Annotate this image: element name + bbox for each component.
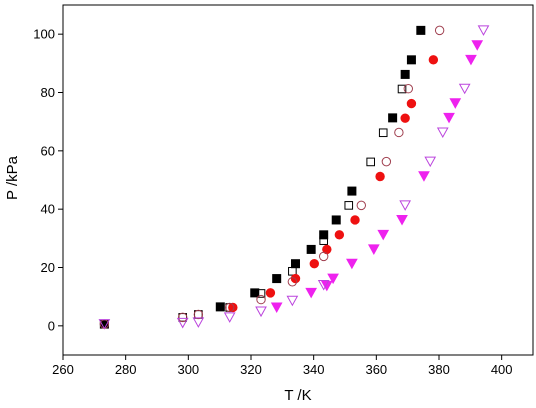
y-tick-label: 60 (41, 143, 55, 158)
data-point-series-5 (443, 112, 455, 124)
data-point-series-6 (477, 25, 490, 36)
data-point-series-1 (331, 215, 341, 225)
data-point-series-4 (318, 251, 329, 262)
data-point-series-2 (319, 236, 328, 245)
data-point-series-4 (394, 127, 404, 138)
x-axis-title: T /K (284, 387, 311, 404)
data-point-series-3 (375, 171, 385, 182)
data-point-series-3 (265, 288, 276, 298)
data-point-series-2 (378, 128, 388, 138)
data-point-series-5 (305, 287, 318, 299)
data-point-series-2 (397, 84, 407, 94)
data-point-series-1 (406, 55, 416, 65)
data-point-series-5 (270, 302, 283, 313)
data-point-series-4 (177, 312, 188, 323)
data-point-series-6 (458, 83, 471, 95)
data-point-series-4 (224, 302, 235, 313)
data-point-series-4 (403, 84, 413, 94)
y-tick-label: 20 (41, 260, 55, 275)
data-point-series-5 (346, 258, 358, 270)
data-point-series-6 (192, 317, 205, 328)
data-point-series-4 (356, 200, 366, 211)
data-point-series-5 (418, 171, 430, 182)
data-point-series-3 (400, 113, 410, 123)
data-point-series-1 (306, 244, 316, 254)
x-tick-label: 380 (428, 362, 450, 377)
data-point-series-1 (250, 288, 260, 298)
data-point-series-6 (424, 156, 437, 168)
data-point-series-5 (377, 229, 390, 241)
x-tick-label: 340 (303, 362, 325, 377)
data-point-series-4 (193, 309, 204, 320)
data-point-series-5 (471, 40, 484, 51)
y-axis-ticks: 0 20 40 60 80 100 (33, 27, 63, 333)
x-tick-label: 280 (115, 362, 137, 377)
plot-frame (62, 4, 534, 356)
y-tick-label: 100 (33, 27, 55, 42)
data-point-series-5 (396, 214, 408, 226)
data-point-series-6 (98, 319, 111, 330)
data-point-series-6 (255, 306, 267, 318)
data-point-series-5 (449, 98, 462, 109)
data-point-series-1 (347, 186, 357, 196)
data-point-series-2 (344, 201, 354, 210)
data-point-series-2 (256, 289, 266, 298)
data-point-series-4 (381, 156, 392, 167)
x-tick-label: 400 (491, 362, 513, 377)
data-point-series-1 (400, 69, 410, 79)
data-point-series-6 (317, 280, 330, 291)
data-point-series-5 (367, 244, 380, 255)
data-point-series-6 (286, 295, 299, 307)
data-point-series-1 (215, 302, 225, 312)
data-point-series-3 (228, 302, 238, 313)
data-point-series-1 (319, 230, 329, 240)
data-point-series-6 (223, 312, 236, 323)
y-tick-label: 80 (41, 85, 55, 100)
data-point-series-1 (416, 25, 426, 35)
data-point-series-5 (327, 273, 339, 285)
data-point-series-3 (428, 55, 439, 65)
data-point-series-4 (256, 294, 266, 305)
data-point-series-4 (287, 277, 298, 287)
data-point-series-6 (399, 200, 412, 211)
data-points (98, 25, 490, 330)
data-point-series-5 (465, 54, 477, 66)
y-tick-label: 0 (48, 318, 55, 333)
data-point-series-3 (406, 98, 417, 109)
data-point-series-3 (334, 230, 345, 240)
x-axis-ticks: 260 280 300 320 340 360 380 400 (52, 355, 513, 377)
data-point-series-6 (436, 127, 449, 138)
y-tick-label: 40 (41, 202, 55, 217)
data-point-series-2 (366, 157, 375, 167)
data-point-series-5 (320, 280, 333, 292)
data-point-series-4 (434, 25, 445, 36)
data-point-series-1 (290, 259, 300, 269)
x-tick-label: 320 (240, 362, 262, 377)
x-tick-label: 300 (177, 362, 199, 377)
data-point-series-3 (350, 215, 360, 225)
x-tick-label: 360 (365, 362, 387, 377)
y-axis-title: P /kPa (4, 155, 21, 200)
data-point-series-3 (309, 259, 319, 269)
data-point-series-1 (272, 274, 282, 284)
x-tick-label: 260 (52, 362, 74, 377)
data-point-series-1 (388, 113, 398, 123)
data-point-series-6 (176, 317, 189, 329)
